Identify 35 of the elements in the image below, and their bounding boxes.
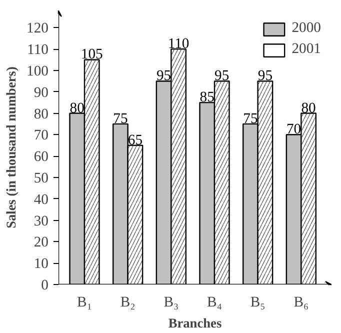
y-tick-label: 100	[26, 63, 48, 80]
y-tick-label: 40	[34, 192, 48, 208]
data-label: 65	[128, 132, 143, 148]
x-tick-label: B₁	[77, 294, 92, 310]
data-label: 85	[200, 90, 214, 106]
x-tick-label: B₃	[164, 294, 179, 310]
x-tick-label: B₆	[294, 294, 309, 310]
x-tick-label: B₂	[120, 294, 136, 310]
data-label: 105	[80, 46, 103, 63]
legend-label: 2000	[292, 20, 321, 37]
y-tick-label: 60	[34, 149, 48, 166]
y-tick-label: 110	[27, 42, 49, 58]
data-label: 75	[113, 110, 128, 127]
y-tick-label: 10	[34, 256, 48, 272]
y-tick-label: 90	[34, 84, 48, 101]
y-tick-label: 70	[34, 128, 48, 144]
x-tick-label: B₅	[250, 294, 266, 310]
y-tick-label: 30	[34, 213, 48, 230]
data-label: 95	[214, 68, 230, 84]
data-label: 110	[168, 36, 190, 52]
x-axis-title: Branches	[168, 316, 222, 330]
y-tick-label: 0	[41, 278, 48, 294]
data-label: 95	[258, 68, 273, 84]
y-tick-label: 50	[34, 170, 48, 186]
data-label: 95	[156, 68, 172, 84]
y-tick-label: 20	[34, 234, 48, 251]
data-label: 70	[286, 122, 302, 138]
x-tick-label: B₄	[207, 294, 222, 310]
y-tick-label: 120	[26, 20, 48, 37]
data-label: 80	[70, 100, 84, 116]
legend-label: 2001	[292, 41, 321, 58]
data-label: 80	[301, 100, 316, 116]
y-tick-label: 80	[34, 106, 48, 122]
data-label: 75	[243, 110, 258, 127]
y-axis-title: Sales (in thousand numbers)	[4, 66, 19, 228]
